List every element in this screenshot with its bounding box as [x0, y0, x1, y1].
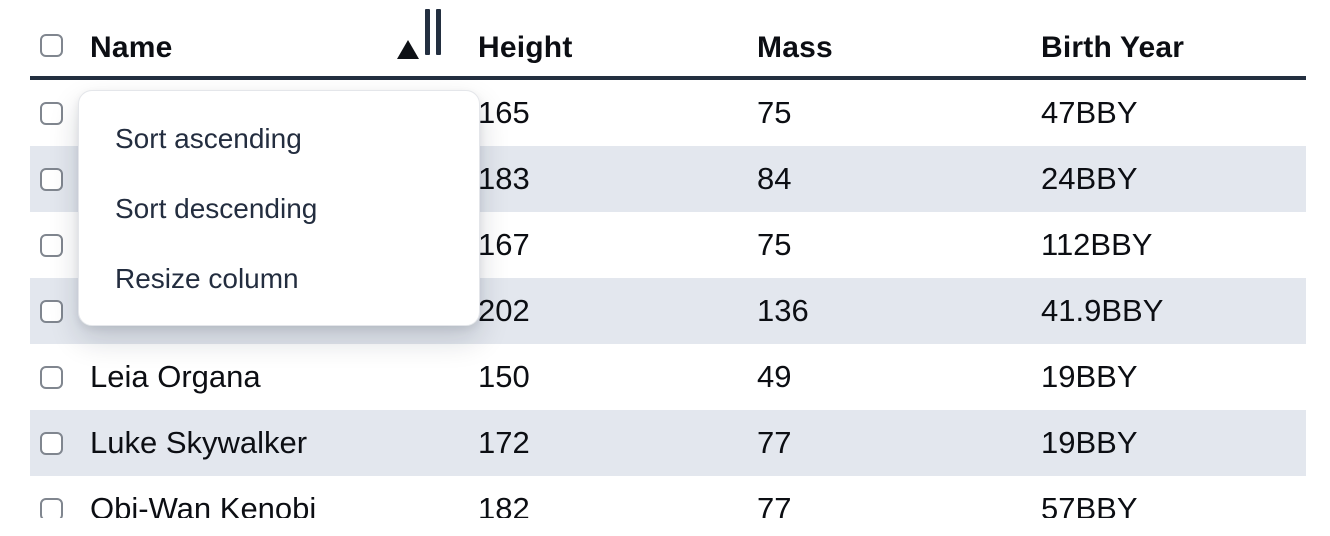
height-cell: 172 [478, 425, 530, 460]
row-select-cell [30, 233, 78, 257]
height-cell: 150 [478, 359, 530, 394]
mass-cell: 49 [757, 359, 792, 394]
table-row: Luke Skywalker 172 77 19BBY [30, 410, 1306, 476]
select-all-cell [30, 31, 78, 65]
height-cell: 182 [478, 491, 530, 518]
row-select-cell [30, 299, 78, 323]
birth-year-cell: 47BBY [1041, 95, 1138, 130]
birth-year-cell: 112BBY [1041, 227, 1153, 262]
column-header-mass[interactable]: Mass [757, 31, 833, 64]
menu-item-resize-column[interactable]: Resize column [115, 263, 299, 294]
column-context-menu: Sort ascending Sort descending Resize co… [78, 90, 480, 326]
column-resize-handle-icon[interactable] [425, 9, 441, 55]
table-row: Leia Organa 150 49 19BBY [30, 344, 1306, 410]
row-select-cell [30, 431, 78, 455]
mass-cell: 84 [757, 161, 792, 196]
sort-ascending-icon [397, 40, 419, 59]
row-select-cell [30, 497, 78, 518]
row-select-cell [30, 101, 78, 125]
mass-cell: 77 [757, 425, 792, 460]
column-header-birth-year[interactable]: Birth Year [1041, 31, 1185, 64]
birth-year-cell: 24BBY [1041, 161, 1138, 196]
name-cell: Leia Organa [90, 359, 261, 394]
birth-year-cell: 57BBY [1041, 491, 1138, 518]
row-checkbox[interactable] [40, 167, 63, 191]
birth-year-cell: 19BBY [1041, 425, 1138, 460]
row-checkbox[interactable] [40, 365, 63, 389]
row-checkbox[interactable] [40, 233, 63, 257]
birth-year-cell: 41.9BBY [1041, 293, 1164, 328]
mass-cell: 136 [757, 293, 809, 328]
row-checkbox[interactable] [40, 101, 63, 125]
mass-cell: 75 [757, 95, 792, 130]
row-checkbox[interactable] [40, 431, 63, 455]
height-cell: 202 [478, 293, 530, 328]
name-cell: Luke Skywalker [90, 425, 308, 460]
height-cell: 165 [478, 95, 530, 130]
mass-cell: 75 [757, 227, 792, 262]
table-row: Obi-Wan Kenobi 182 77 57BBY [30, 476, 1306, 518]
column-header-height[interactable]: Height [478, 31, 573, 64]
mass-cell: 77 [757, 491, 792, 518]
column-header-name[interactable]: Name [78, 9, 478, 76]
row-select-cell [30, 167, 78, 191]
row-select-cell [30, 365, 78, 389]
select-all-checkbox[interactable] [40, 34, 63, 57]
height-cell: 183 [478, 161, 530, 196]
height-cell: 167 [478, 227, 530, 262]
row-checkbox[interactable] [40, 497, 63, 518]
table-header-row: Name Height Mass Birth Year [30, 0, 1306, 80]
row-checkbox[interactable] [40, 299, 63, 323]
birth-year-cell: 19BBY [1041, 359, 1138, 394]
menu-item-sort-descending[interactable]: Sort descending [115, 193, 318, 224]
name-cell: Obi-Wan Kenobi [90, 491, 317, 518]
menu-item-sort-ascending[interactable]: Sort ascending [115, 123, 302, 154]
column-header-name-label: Name [90, 31, 173, 64]
